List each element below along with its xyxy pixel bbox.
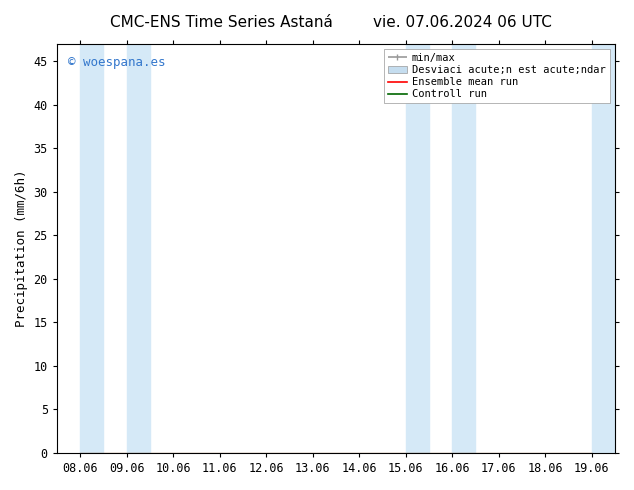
Bar xyxy=(80,44,103,453)
Bar xyxy=(452,44,476,453)
Legend: min/max, Desviaci acute;n est acute;ndar, Ensemble mean run, Controll run: min/max, Desviaci acute;n est acute;ndar… xyxy=(384,49,610,103)
Text: © woespana.es: © woespana.es xyxy=(68,56,165,69)
Bar xyxy=(592,44,615,453)
Bar xyxy=(406,44,429,453)
Bar xyxy=(127,44,150,453)
Y-axis label: Precipitation (mm/6h): Precipitation (mm/6h) xyxy=(15,170,28,327)
Text: CMC-ENS Time Series Astaná: CMC-ENS Time Series Astaná xyxy=(110,15,333,30)
Text: vie. 07.06.2024 06 UTC: vie. 07.06.2024 06 UTC xyxy=(373,15,552,30)
